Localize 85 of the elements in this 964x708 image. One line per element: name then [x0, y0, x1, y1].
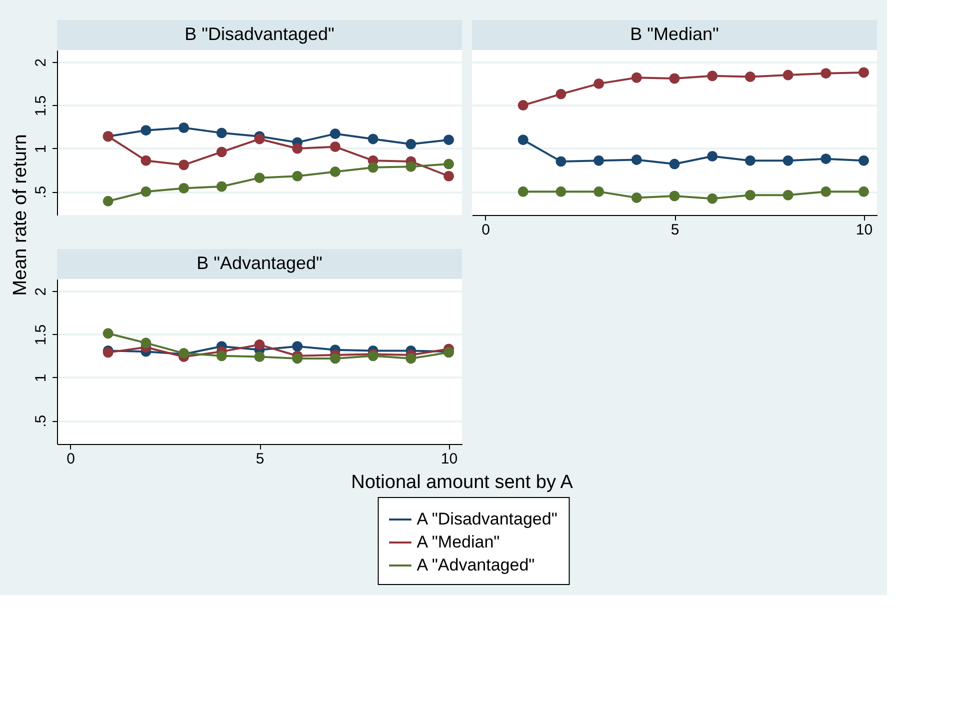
- chart-title: B "Disadvantaged": [184, 24, 334, 44]
- point: [216, 128, 227, 138]
- point: [140, 125, 152, 136]
- point: [556, 186, 566, 197]
- point: [254, 134, 265, 144]
- point: [594, 186, 604, 197]
- chart-title: B "Advantaged": [196, 253, 322, 273]
- point: [178, 160, 190, 170]
- point: [406, 353, 416, 364]
- x-tick-label: 10: [440, 450, 458, 468]
- point: [669, 158, 680, 170]
- y-tick-label: .5: [32, 414, 50, 428]
- y-tick-label: 2: [32, 58, 50, 67]
- point: [820, 68, 832, 79]
- point: [820, 186, 832, 197]
- point: [444, 134, 454, 146]
- point: [707, 193, 718, 204]
- point: [368, 162, 378, 173]
- point: [292, 143, 303, 154]
- point: [518, 186, 528, 197]
- point: [518, 100, 528, 111]
- point: [556, 88, 566, 100]
- point: [782, 155, 794, 166]
- point: [330, 353, 340, 364]
- y-tick-label: 1: [32, 144, 50, 154]
- point: [406, 161, 416, 172]
- point: [292, 170, 303, 182]
- point: [140, 186, 152, 197]
- legend-label: A "Median": [416, 532, 500, 552]
- point: [631, 154, 642, 165]
- point: [631, 192, 642, 203]
- y-tick-label: 1.5: [32, 95, 50, 116]
- point: [254, 172, 265, 184]
- point: [594, 155, 604, 166]
- point: [292, 341, 303, 352]
- point: [669, 73, 680, 84]
- point: [782, 190, 794, 200]
- point: [330, 142, 340, 152]
- point: [330, 128, 340, 140]
- point: [744, 190, 756, 200]
- point: [216, 181, 227, 192]
- point: [820, 154, 832, 164]
- point: [406, 138, 416, 150]
- y-tick-label: 1: [32, 374, 50, 382]
- chart-title: B "Median": [630, 24, 719, 44]
- legend-label: A "Disadvantaged": [416, 510, 558, 528]
- point: [594, 78, 604, 89]
- point: [368, 134, 378, 144]
- y-axis-title: Mean rate of return: [10, 134, 31, 296]
- x-tick-label: 0: [482, 222, 490, 238]
- point: [216, 350, 227, 362]
- point: [444, 170, 454, 182]
- point: [669, 190, 680, 202]
- point: [140, 338, 152, 348]
- point: [102, 196, 114, 206]
- point: [556, 156, 566, 167]
- y-tick-label: .5: [32, 186, 50, 198]
- point: [782, 70, 794, 80]
- x-tick-label: 5: [256, 450, 264, 468]
- point: [178, 182, 190, 194]
- x-tick-label: 0: [66, 450, 75, 468]
- point: [858, 186, 869, 197]
- point: [178, 122, 190, 133]
- point: [707, 151, 718, 162]
- point: [744, 155, 756, 166]
- point: [216, 146, 227, 158]
- point: [631, 72, 642, 83]
- point: [744, 72, 756, 82]
- point: [140, 155, 152, 166]
- point: [858, 67, 869, 78]
- point: [102, 328, 114, 339]
- point: [254, 339, 265, 350]
- legend-label: A "Advantaged": [416, 556, 535, 574]
- point: [518, 134, 528, 146]
- x-tick-label: 5: [670, 222, 680, 238]
- point: [254, 352, 265, 362]
- point: [444, 158, 454, 170]
- x-axis-title: Notional amount sent by A: [351, 472, 574, 493]
- point: [707, 70, 718, 82]
- y-tick-label: 2: [32, 287, 50, 296]
- x-tick-label: 10: [856, 222, 873, 238]
- y-tick-label: 1.5: [32, 324, 50, 346]
- point: [292, 353, 303, 364]
- point: [858, 155, 869, 166]
- point: [330, 166, 340, 178]
